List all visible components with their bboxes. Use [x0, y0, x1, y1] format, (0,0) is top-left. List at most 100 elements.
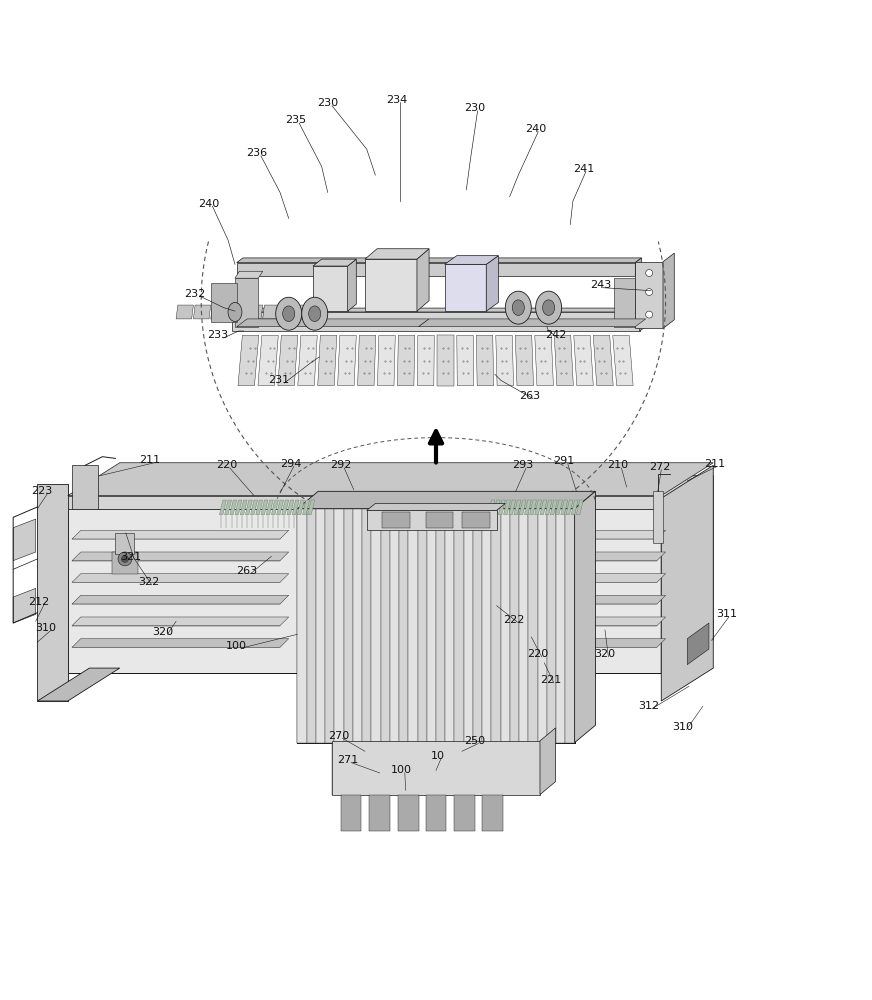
Polygon shape — [514, 500, 521, 515]
Text: 220: 220 — [528, 649, 548, 659]
Polygon shape — [378, 335, 395, 386]
Polygon shape — [390, 509, 399, 743]
Polygon shape — [238, 335, 259, 386]
Polygon shape — [37, 484, 68, 701]
Polygon shape — [492, 509, 501, 743]
Text: 242: 242 — [545, 330, 566, 340]
Text: 272: 272 — [649, 462, 671, 472]
Polygon shape — [661, 476, 713, 673]
Text: 211: 211 — [140, 455, 160, 465]
Polygon shape — [408, 509, 418, 743]
Text: 320: 320 — [595, 649, 616, 659]
Polygon shape — [245, 305, 262, 319]
Polygon shape — [575, 491, 596, 743]
Polygon shape — [454, 795, 475, 831]
Polygon shape — [487, 256, 499, 311]
Polygon shape — [115, 533, 134, 554]
Polygon shape — [476, 335, 494, 386]
Polygon shape — [308, 500, 315, 515]
Text: 320: 320 — [153, 627, 174, 637]
Polygon shape — [445, 264, 487, 311]
Polygon shape — [380, 509, 390, 743]
Polygon shape — [565, 509, 575, 743]
Polygon shape — [462, 512, 490, 528]
Polygon shape — [68, 496, 661, 509]
Polygon shape — [292, 500, 299, 515]
Polygon shape — [271, 500, 278, 515]
Polygon shape — [482, 509, 492, 743]
Polygon shape — [235, 500, 242, 515]
Text: 263: 263 — [236, 566, 258, 576]
Text: 243: 243 — [590, 280, 611, 290]
Polygon shape — [529, 500, 536, 515]
Polygon shape — [576, 500, 583, 515]
Polygon shape — [228, 305, 245, 319]
Polygon shape — [488, 552, 665, 561]
Polygon shape — [556, 509, 565, 743]
Polygon shape — [235, 278, 258, 327]
Polygon shape — [398, 795, 419, 831]
Polygon shape — [258, 335, 278, 386]
Text: 220: 220 — [215, 460, 237, 470]
Polygon shape — [337, 335, 357, 386]
Text: 240: 240 — [198, 199, 220, 209]
Polygon shape — [245, 500, 252, 515]
Polygon shape — [488, 639, 665, 647]
Circle shape — [121, 555, 128, 562]
Polygon shape — [419, 319, 645, 327]
Polygon shape — [262, 305, 280, 319]
Polygon shape — [504, 500, 510, 515]
Polygon shape — [614, 278, 636, 327]
Polygon shape — [325, 509, 334, 743]
Polygon shape — [232, 312, 640, 331]
Polygon shape — [488, 617, 665, 626]
Text: 234: 234 — [386, 95, 407, 105]
Polygon shape — [211, 305, 228, 319]
Polygon shape — [365, 249, 429, 259]
Text: 100: 100 — [391, 765, 412, 775]
Polygon shape — [297, 500, 304, 515]
Polygon shape — [353, 509, 362, 743]
Polygon shape — [515, 335, 534, 386]
Polygon shape — [371, 509, 380, 743]
Polygon shape — [68, 476, 713, 509]
Polygon shape — [232, 308, 644, 312]
Polygon shape — [236, 258, 642, 263]
Ellipse shape — [283, 306, 295, 322]
Circle shape — [118, 552, 132, 566]
Polygon shape — [566, 500, 573, 515]
Polygon shape — [211, 283, 236, 322]
Text: 292: 292 — [330, 460, 351, 470]
Polygon shape — [367, 503, 505, 510]
Text: 232: 232 — [185, 289, 206, 299]
Polygon shape — [362, 509, 371, 743]
Text: 293: 293 — [512, 460, 534, 470]
Polygon shape — [524, 500, 531, 515]
Polygon shape — [496, 335, 514, 386]
Polygon shape — [72, 552, 289, 561]
Polygon shape — [555, 335, 573, 386]
Text: 291: 291 — [554, 456, 575, 466]
Polygon shape — [282, 500, 289, 515]
Polygon shape — [418, 509, 426, 743]
Polygon shape — [276, 500, 283, 515]
Text: 241: 241 — [573, 164, 594, 174]
Text: 263: 263 — [519, 391, 540, 401]
Polygon shape — [72, 617, 289, 626]
Polygon shape — [236, 263, 636, 276]
Polygon shape — [298, 335, 317, 386]
Polygon shape — [220, 500, 227, 515]
Text: 223: 223 — [31, 486, 52, 496]
Polygon shape — [508, 500, 515, 515]
Polygon shape — [593, 335, 613, 386]
Polygon shape — [278, 335, 298, 386]
Polygon shape — [550, 500, 557, 515]
Polygon shape — [358, 335, 376, 386]
Polygon shape — [555, 500, 562, 515]
Text: 311: 311 — [716, 609, 737, 619]
Polygon shape — [307, 509, 316, 743]
Polygon shape — [417, 249, 429, 311]
Polygon shape — [426, 512, 453, 528]
Text: 211: 211 — [705, 459, 726, 469]
Polygon shape — [488, 530, 665, 539]
